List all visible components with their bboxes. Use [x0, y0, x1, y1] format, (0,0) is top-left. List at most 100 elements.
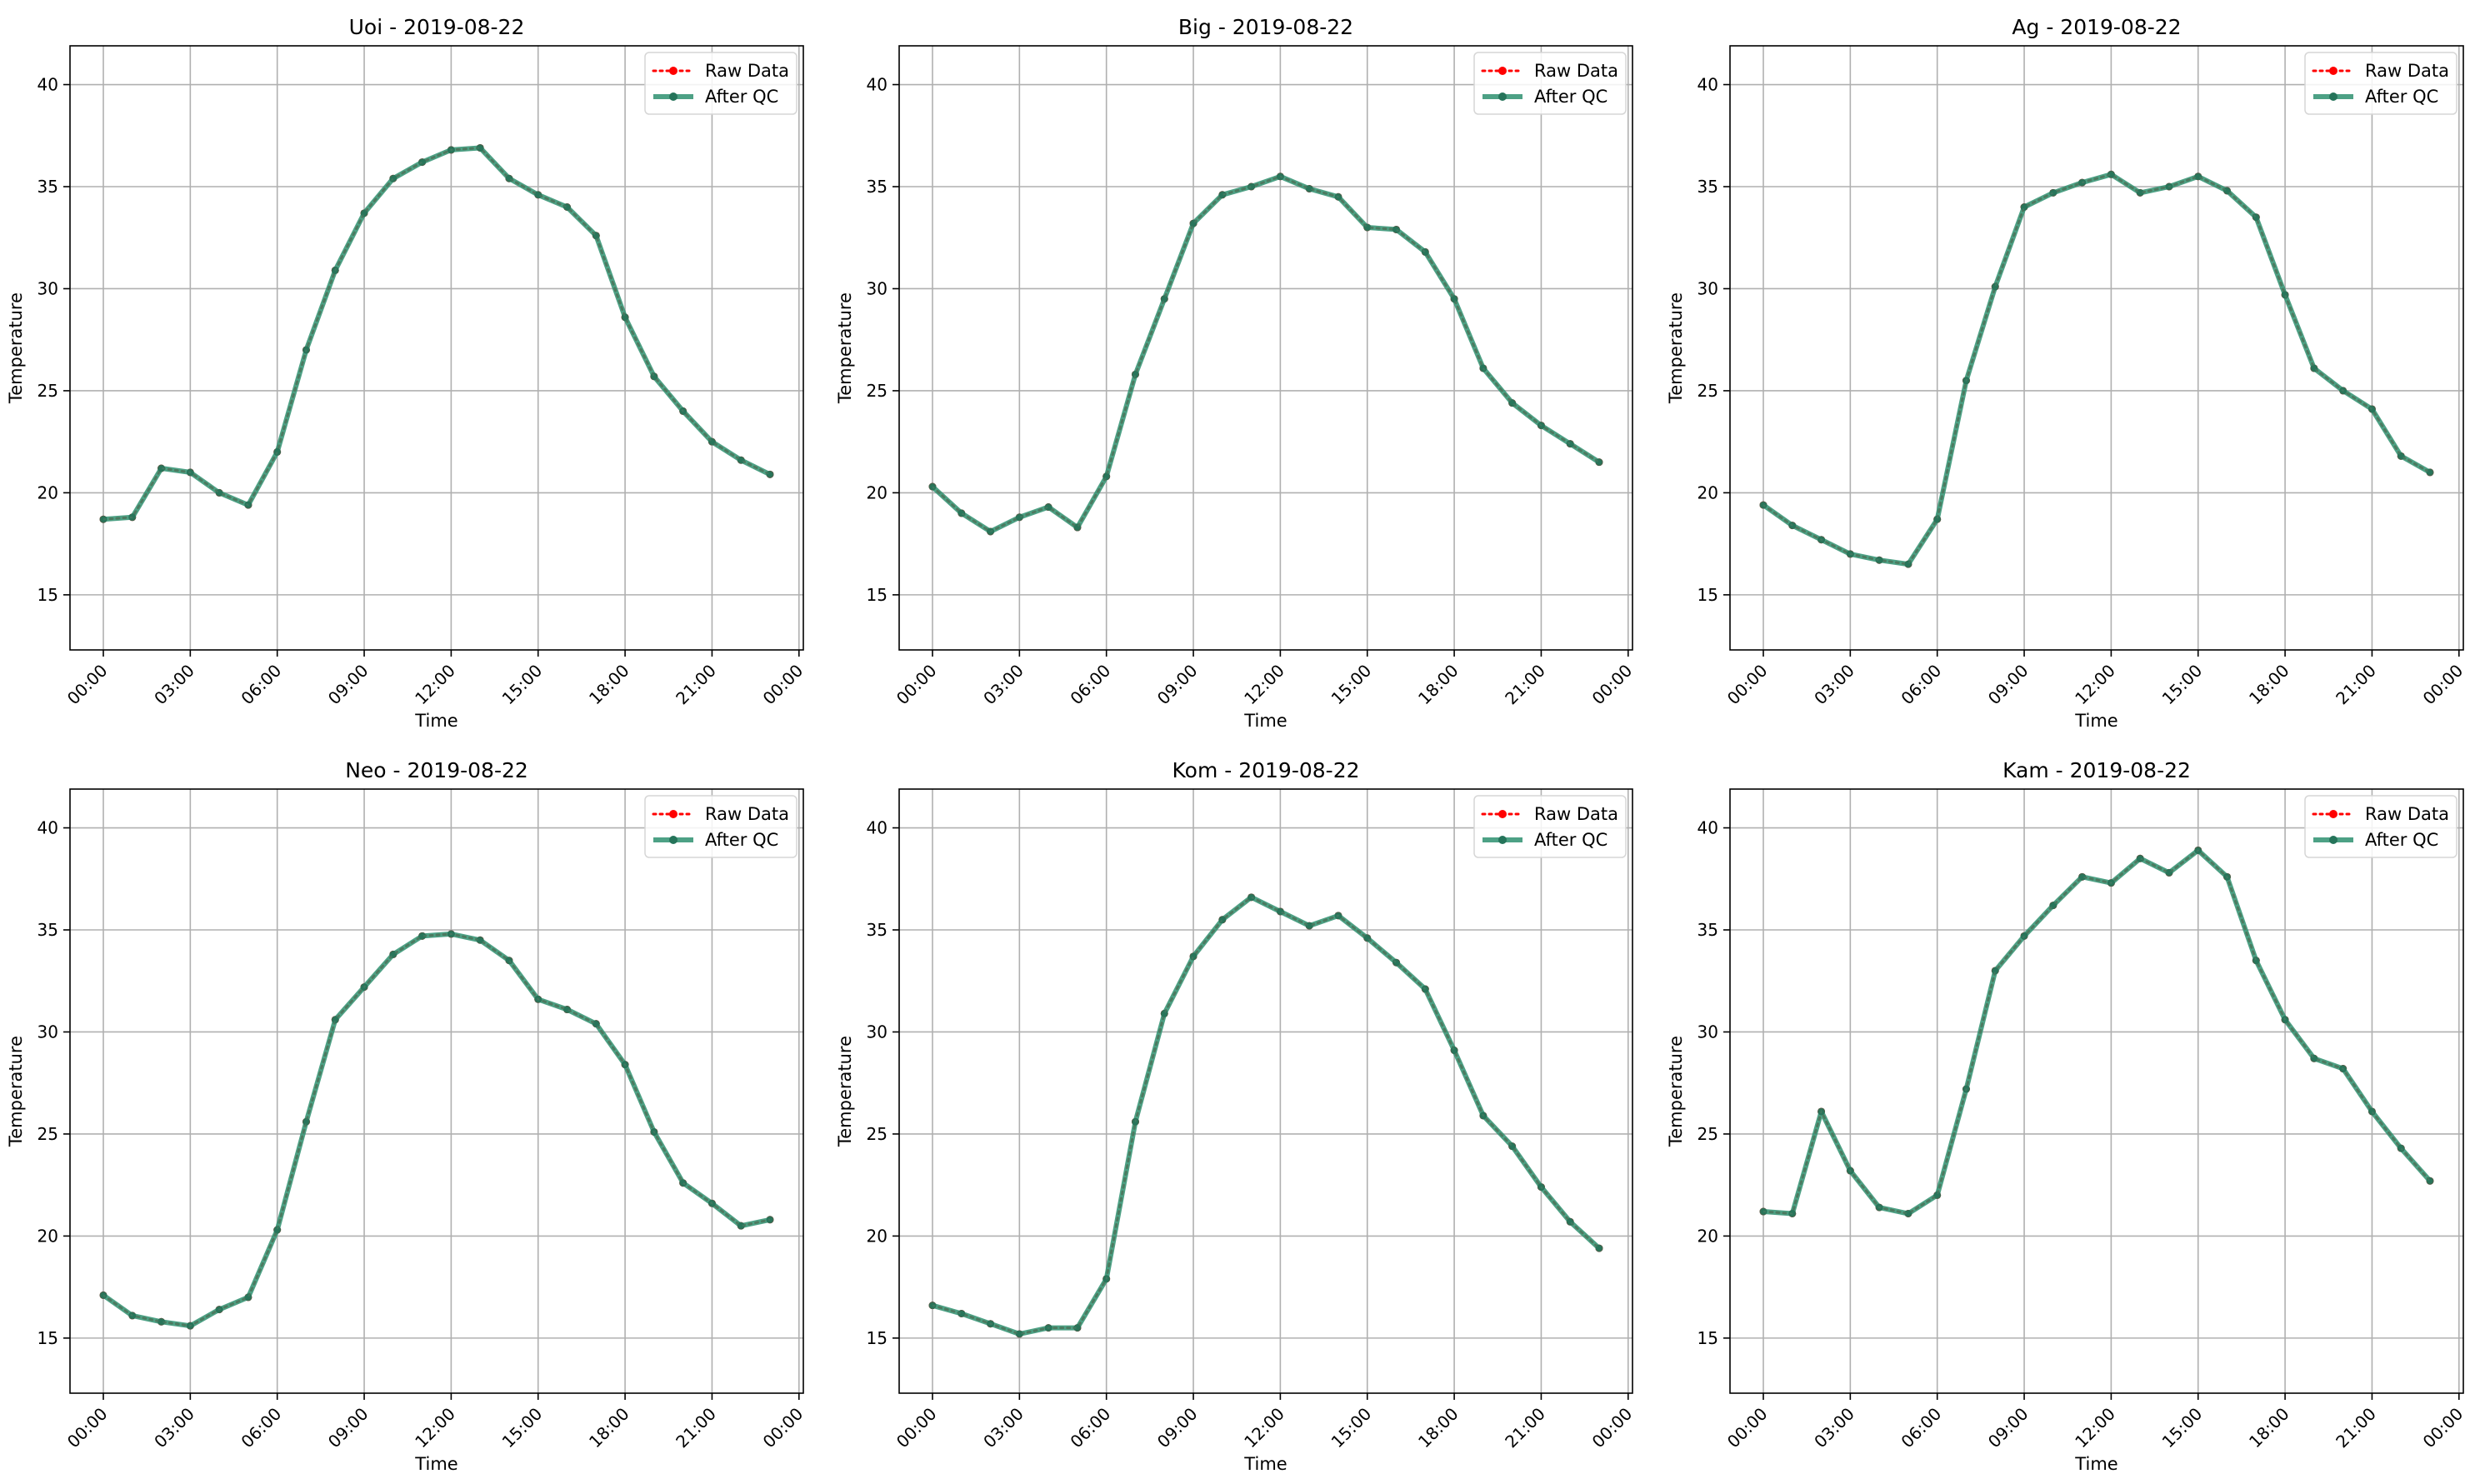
after-qc-series [1759, 846, 2434, 1217]
y-tick-label: 15 [867, 585, 888, 605]
after-qc-point [928, 482, 937, 491]
legend-raw-label: Raw Data [1534, 804, 1618, 824]
y-gridlines [1730, 827, 2463, 1339]
after-qc-point [650, 372, 658, 381]
after-qc-point [1595, 458, 1603, 467]
y-gridlines [899, 827, 1632, 1339]
after-qc-point [1160, 1009, 1168, 1017]
subplot-2: 15 20 25 30 35 40 00:00 03:00 06:00 09:00 12:00 15:… [835, 15, 1636, 731]
y-tick-label: 35 [867, 177, 888, 197]
y-tick-label: 35 [38, 177, 58, 197]
legend-raw-label: Raw Data [1534, 61, 1618, 81]
x-tick-label: 00:00 [2419, 661, 2468, 709]
after-qc-point [1933, 515, 1942, 523]
axes-frame [69, 45, 804, 651]
x-tick-label: 00:00 [892, 1404, 941, 1452]
legend-raw-marker [2329, 810, 2338, 818]
y-tick-label: 40 [38, 75, 58, 95]
after-qc-point [2020, 202, 2028, 211]
y-tick-label: 15 [38, 1328, 58, 1348]
x-tick-label: 06:00 [1067, 661, 1115, 709]
x-tick-label: 06:00 [1898, 661, 1946, 709]
overlap-dots [932, 896, 1600, 1336]
x-tick-label: 12:00 [411, 1404, 459, 1452]
after-qc-point [418, 932, 427, 940]
legend-raw-marker [669, 67, 678, 75]
overlap-dots [932, 175, 1600, 533]
y-tick-label: 15 [1698, 1328, 1718, 1348]
legend-raw-label: Raw Data [705, 804, 789, 824]
legend-raw-label: Raw Data [2365, 804, 2449, 824]
y-tick-label: 35 [38, 920, 58, 940]
y-tick-label: 30 [1698, 278, 1718, 298]
after-qc-series [99, 930, 774, 1330]
y-tick-label: 35 [1698, 920, 1718, 940]
y-axis: 15 20 25 30 35 40 [38, 818, 70, 1348]
after-qc-point [1904, 560, 1912, 568]
x-axis: 00:00 03:00 06:00 09:00 12:00 15:00 18:00 21:00… [892, 650, 1637, 709]
after-qc-point [1305, 922, 1313, 930]
x-tick-label: 18:00 [1414, 661, 1462, 709]
after-qc-series [928, 893, 1603, 1338]
y-tick-label: 30 [867, 1022, 888, 1042]
y-axis: 15 20 25 30 35 40 [867, 75, 899, 605]
after-qc-point [2107, 170, 2115, 178]
legend-raw-marker [1498, 67, 1507, 75]
after-qc-point [679, 1179, 688, 1187]
after-qc-point [1160, 295, 1168, 303]
after-qc-point [2078, 872, 2087, 881]
after-qc-point [621, 313, 629, 322]
legend-raw-marker [2329, 67, 2338, 75]
x-tick-label: 06:00 [238, 1404, 286, 1452]
x-tick-label: 21:00 [2332, 661, 2380, 709]
after-qc-point [244, 1293, 252, 1302]
x-gridlines [1762, 46, 2460, 650]
y-tick-label: 35 [867, 920, 888, 940]
y-tick-label: 20 [867, 1226, 888, 1246]
subplot-title: Neo - 2019-08-22 [345, 758, 528, 782]
after-qc-point [1933, 1191, 1942, 1199]
x-tick-label: 18:00 [1414, 1404, 1462, 1452]
legend-qc-marker [2329, 836, 2338, 844]
plot-area [1730, 789, 2463, 1393]
subplot-title: Kam - 2019-08-22 [2002, 758, 2191, 782]
after-qc-point [1305, 184, 1313, 192]
after-qc-point [273, 447, 282, 456]
legend-qc-marker [669, 92, 678, 101]
subplot-1: 15 20 25 30 35 40 00:00 03:00 06:00 09:00 12:00 15:… [6, 15, 807, 731]
y-tick-label: 15 [1698, 585, 1718, 605]
after-qc-point [2368, 405, 2376, 413]
after-qc-point [2252, 213, 2260, 222]
x-tick-label: 03:00 [1810, 1404, 1858, 1452]
x-tick-label: 18:00 [585, 661, 633, 709]
x-tick-label: 00:00 [2419, 1404, 2468, 1452]
x-tick-label: 15:00 [498, 661, 547, 709]
subplot-title: Kom - 2019-08-22 [1172, 758, 1360, 782]
x-gridlines [1762, 789, 2460, 1393]
after-qc-point [958, 1309, 966, 1317]
y-tick-label: 20 [1698, 482, 1718, 502]
x-axis: 00:00 03:00 06:00 09:00 12:00 15:00 18:00 21:00… [892, 1393, 1636, 1452]
after-qc-point [1450, 295, 1458, 303]
legend-raw-marker [1498, 810, 1507, 818]
y-axis: 15 20 25 30 35 40 [867, 818, 899, 1348]
x-tick-label: 18:00 [2245, 1404, 2293, 1452]
x-tick-label: 15:00 [2158, 1404, 2207, 1452]
after-qc-point [1875, 556, 1883, 564]
after-qc-point [2397, 1144, 2405, 1152]
after-qc-point [2194, 172, 2202, 181]
after-qc-series [1759, 170, 2434, 568]
x-tick-label: 18:00 [2245, 661, 2293, 709]
after-qc-point [2426, 468, 2434, 477]
x-axis-title: Time [2074, 711, 2118, 731]
after-qc-point [1566, 440, 1574, 448]
x-tick-label: 15:00 [2158, 661, 2207, 709]
x-axis: 00:00 03:00 06:00 09:00 12:00 15:00 18:00 21:00… [63, 1393, 807, 1452]
x-tick-label: 00:00 [1588, 661, 1637, 709]
legend-raw-marker [669, 810, 678, 818]
x-tick-label: 00:00 [759, 661, 808, 709]
x-tick-label: 21:00 [672, 661, 720, 709]
after-qc-point [2397, 452, 2405, 460]
legend: Raw Data After QC [644, 52, 798, 115]
after-qc-point [1218, 191, 1227, 199]
